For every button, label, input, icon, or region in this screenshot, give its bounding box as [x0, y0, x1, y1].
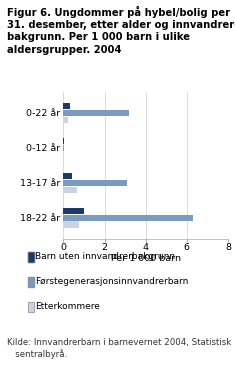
Text: Førstegenerasjonsinnvandrerbarn: Førstegenerasjonsinnvandrerbarn	[35, 277, 189, 286]
Bar	[63, 222, 79, 228]
Bar	[63, 186, 77, 193]
Text: Etterkommere: Etterkommere	[35, 302, 100, 311]
Text: Barn uten innvandrerbakgrunn: Barn uten innvandrerbakgrunn	[35, 252, 176, 261]
Bar	[63, 214, 193, 221]
X-axis label: Per 1 000 barn: Per 1 000 barn	[111, 254, 181, 264]
Bar	[63, 145, 64, 151]
Bar	[63, 117, 68, 123]
Bar	[63, 152, 64, 158]
Bar	[63, 172, 72, 179]
Bar	[63, 110, 129, 116]
Bar	[63, 103, 70, 109]
Text: sentralbyrå.: sentralbyrå.	[7, 349, 67, 359]
Text: Kilde: Innvandrerbarn i barnevernet 2004, Statistisk: Kilde: Innvandrerbarn i barnevernet 2004…	[7, 338, 231, 347]
Bar	[63, 207, 84, 214]
Text: Figur 6. Ungdommer på hybel/bolig per
31. desember, etter alder og innvandrer-
b: Figur 6. Ungdommer på hybel/bolig per 31…	[7, 6, 235, 55]
Bar	[63, 138, 64, 144]
Bar	[63, 179, 127, 186]
